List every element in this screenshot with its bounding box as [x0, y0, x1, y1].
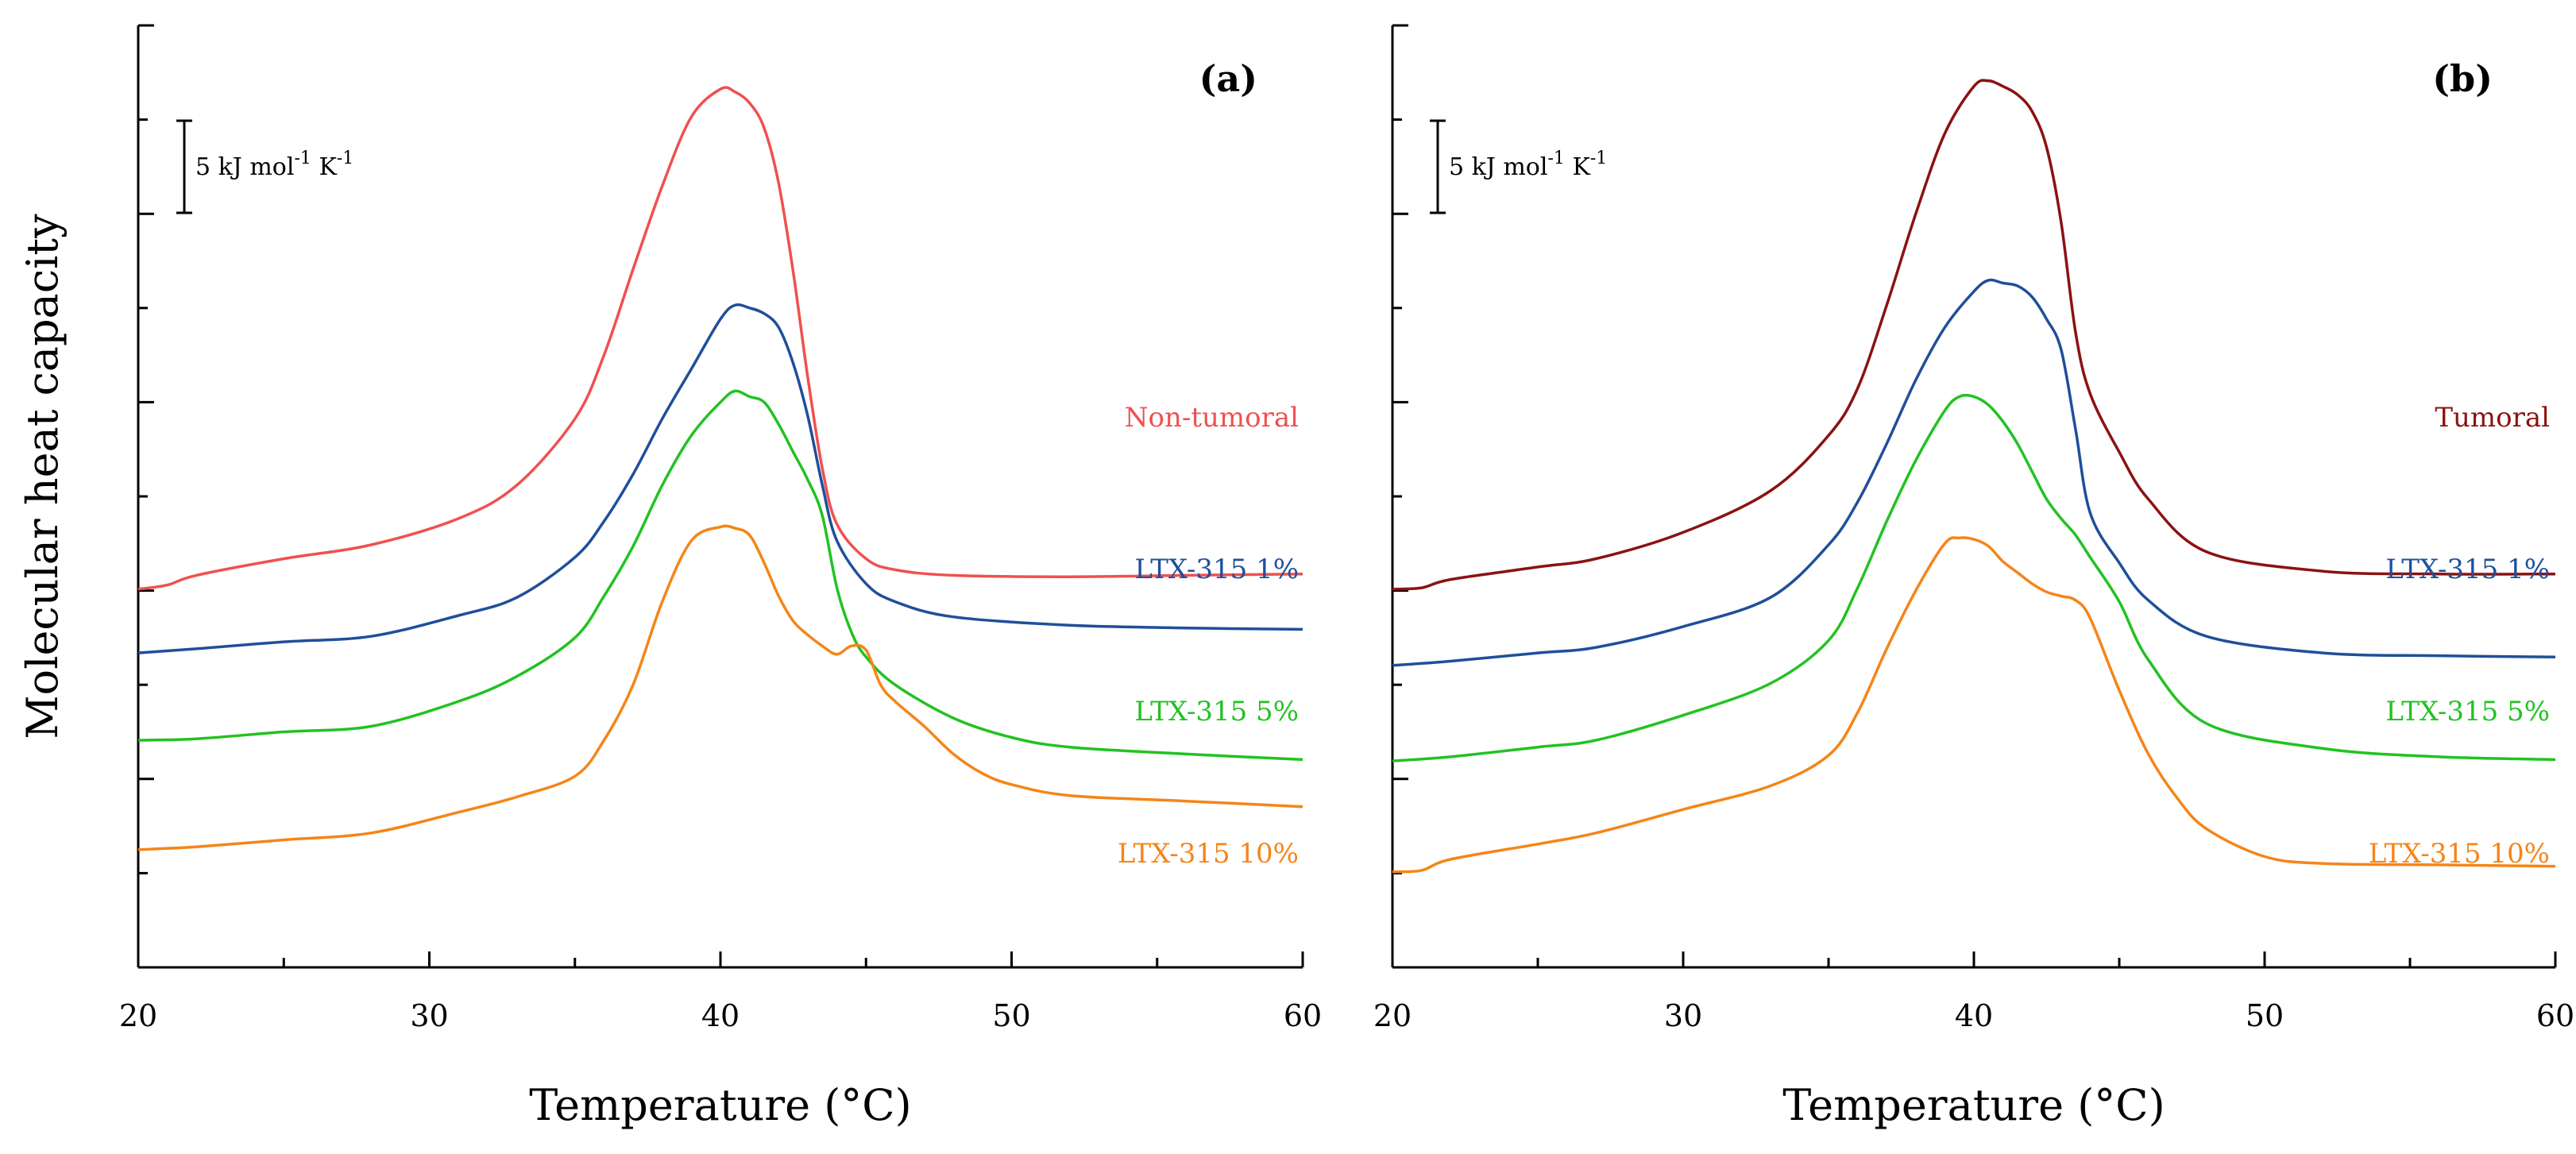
series-line-ltx-315-5 — [1392, 393, 2556, 762]
x-tick-label: 30 — [410, 998, 448, 1033]
series-line-ltx-315-10 — [137, 524, 1303, 851]
panel-a: 20 30 40 50 60 Temperature (°C) (a) 5 kJ mol-1 … — [119, 24, 1322, 1130]
x-tick-label: 20 — [1373, 998, 1412, 1033]
series-label-ltx-315-10: LTX-315 10% — [1118, 838, 1299, 870]
x-tick-label: 30 — [1664, 998, 1702, 1033]
series-line-ltx-315-5 — [137, 389, 1303, 762]
x-tick-label: 20 — [119, 998, 157, 1033]
x-axis-title: Temperature (°C) — [1782, 1080, 2165, 1130]
x-axis-title: Temperature (°C) — [529, 1080, 911, 1130]
panel-label: (b) — [2432, 57, 2493, 100]
panel-label: (a) — [1199, 57, 1257, 100]
series-label-ltx-315-1: LTX-315 1% — [2385, 554, 2550, 585]
panel-b: 20 30 40 50 60 Temperature (°C) (b) 5 kJ mol-1 … — [1373, 24, 2574, 1130]
x-tick-label: 60 — [2536, 998, 2574, 1033]
x-tick-label: 50 — [992, 998, 1030, 1033]
x-tick-label: 50 — [2246, 998, 2284, 1033]
series-label-ltx-315-5: LTX-315 5% — [2385, 696, 2550, 728]
series-line-ltx-315-1 — [1392, 278, 2556, 667]
x-tick-label: 40 — [1955, 998, 1993, 1033]
series-label-tumoral: Tumoral — [2435, 402, 2550, 434]
series-label-non-tumoral: Non-tumoral — [1125, 402, 1299, 434]
series-label-ltx-315-1: LTX-315 1% — [1134, 554, 1299, 585]
x-tick-label: 40 — [701, 998, 740, 1033]
series-line-tumoral — [1392, 79, 2556, 591]
x-tick-label: 60 — [1284, 998, 1322, 1033]
series-label-ltx-315-5: LTX-315 5% — [1134, 696, 1299, 728]
scale-bar-label: 5 kJ mol-1 K-1 — [195, 149, 353, 181]
scale-bar-label: 5 kJ mol-1 K-1 — [1449, 149, 1607, 181]
series-line-ltx-315-1 — [137, 303, 1303, 654]
series-label-ltx-315-10: LTX-315 10% — [2369, 838, 2550, 870]
series-line-ltx-315-10 — [1392, 536, 2556, 874]
series-line-non-tumoral — [137, 86, 1303, 591]
y-axis-title: Molecular heat capacity — [17, 214, 68, 739]
